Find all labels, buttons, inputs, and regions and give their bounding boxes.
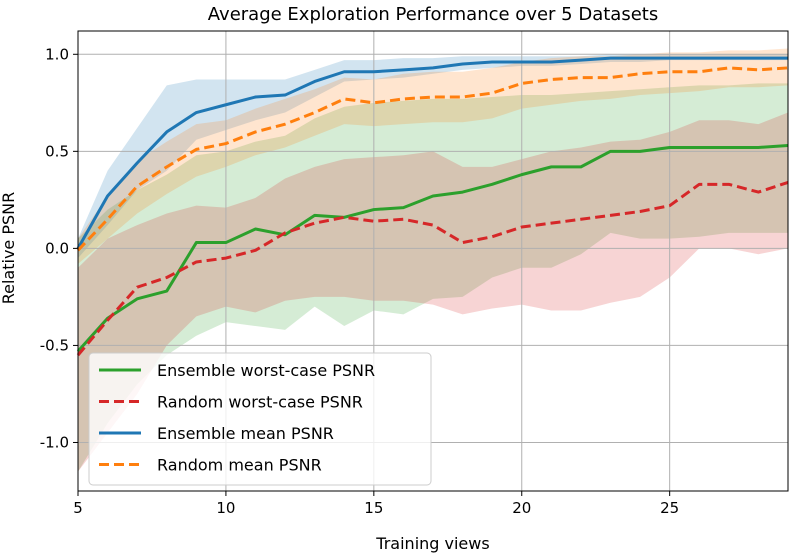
- series-lines: [76, 56, 789, 357]
- y-axis-title: Relative PSNR: [0, 192, 18, 305]
- x-tick-label: 10: [216, 499, 235, 517]
- legend: Ensemble worst-case PSNR Random worst-cas…: [88, 352, 432, 486]
- x-axis-ticks: 5 10 15 20 25: [73, 491, 679, 517]
- band-random-mean-psnr: [78, 48, 788, 264]
- line-random-worst-case-psnr: [76, 180, 789, 357]
- legend-label: Random mean PSNR: [157, 456, 322, 475]
- y-tick-label: -1.0: [40, 433, 69, 451]
- line-ensemble-worst-case-psnr: [76, 144, 789, 353]
- legend-label: Ensemble worst-case PSNR: [157, 361, 375, 380]
- y-tick-label: -0.5: [40, 336, 69, 354]
- legend-label: Ensemble mean PSNR: [157, 424, 334, 443]
- y-axis-ticks: -1.0 -0.5 0.0 0.5 1.0: [40, 45, 78, 451]
- x-axis-title: Training views: [375, 534, 489, 553]
- legend-box: [88, 352, 432, 486]
- x-tick-label: 20: [512, 499, 531, 517]
- band-ensemble-mean-psnr: [78, 54, 788, 259]
- legend-label: Random worst-case PSNR: [157, 393, 363, 412]
- plot-frame: [77, 30, 789, 492]
- y-tick-label: 1.0: [45, 45, 69, 63]
- x-tick-label: 15: [364, 499, 383, 517]
- band-ensemble-worst-case-psnr: [78, 83, 788, 472]
- line-random-mean-psnr: [76, 66, 789, 252]
- line-ensemble-mean-psnr: [76, 56, 788, 250]
- y-tick-label: 0.0: [45, 239, 69, 257]
- y-tick-label: 0.5: [45, 142, 69, 160]
- confidence-bands: [78, 48, 788, 472]
- x-tick-label: 25: [660, 499, 679, 517]
- chart-title: Average Exploration Performance over 5 D…: [208, 4, 658, 25]
- x-tick-label: 5: [73, 499, 83, 517]
- band-random-worst-case-psnr: [78, 112, 788, 472]
